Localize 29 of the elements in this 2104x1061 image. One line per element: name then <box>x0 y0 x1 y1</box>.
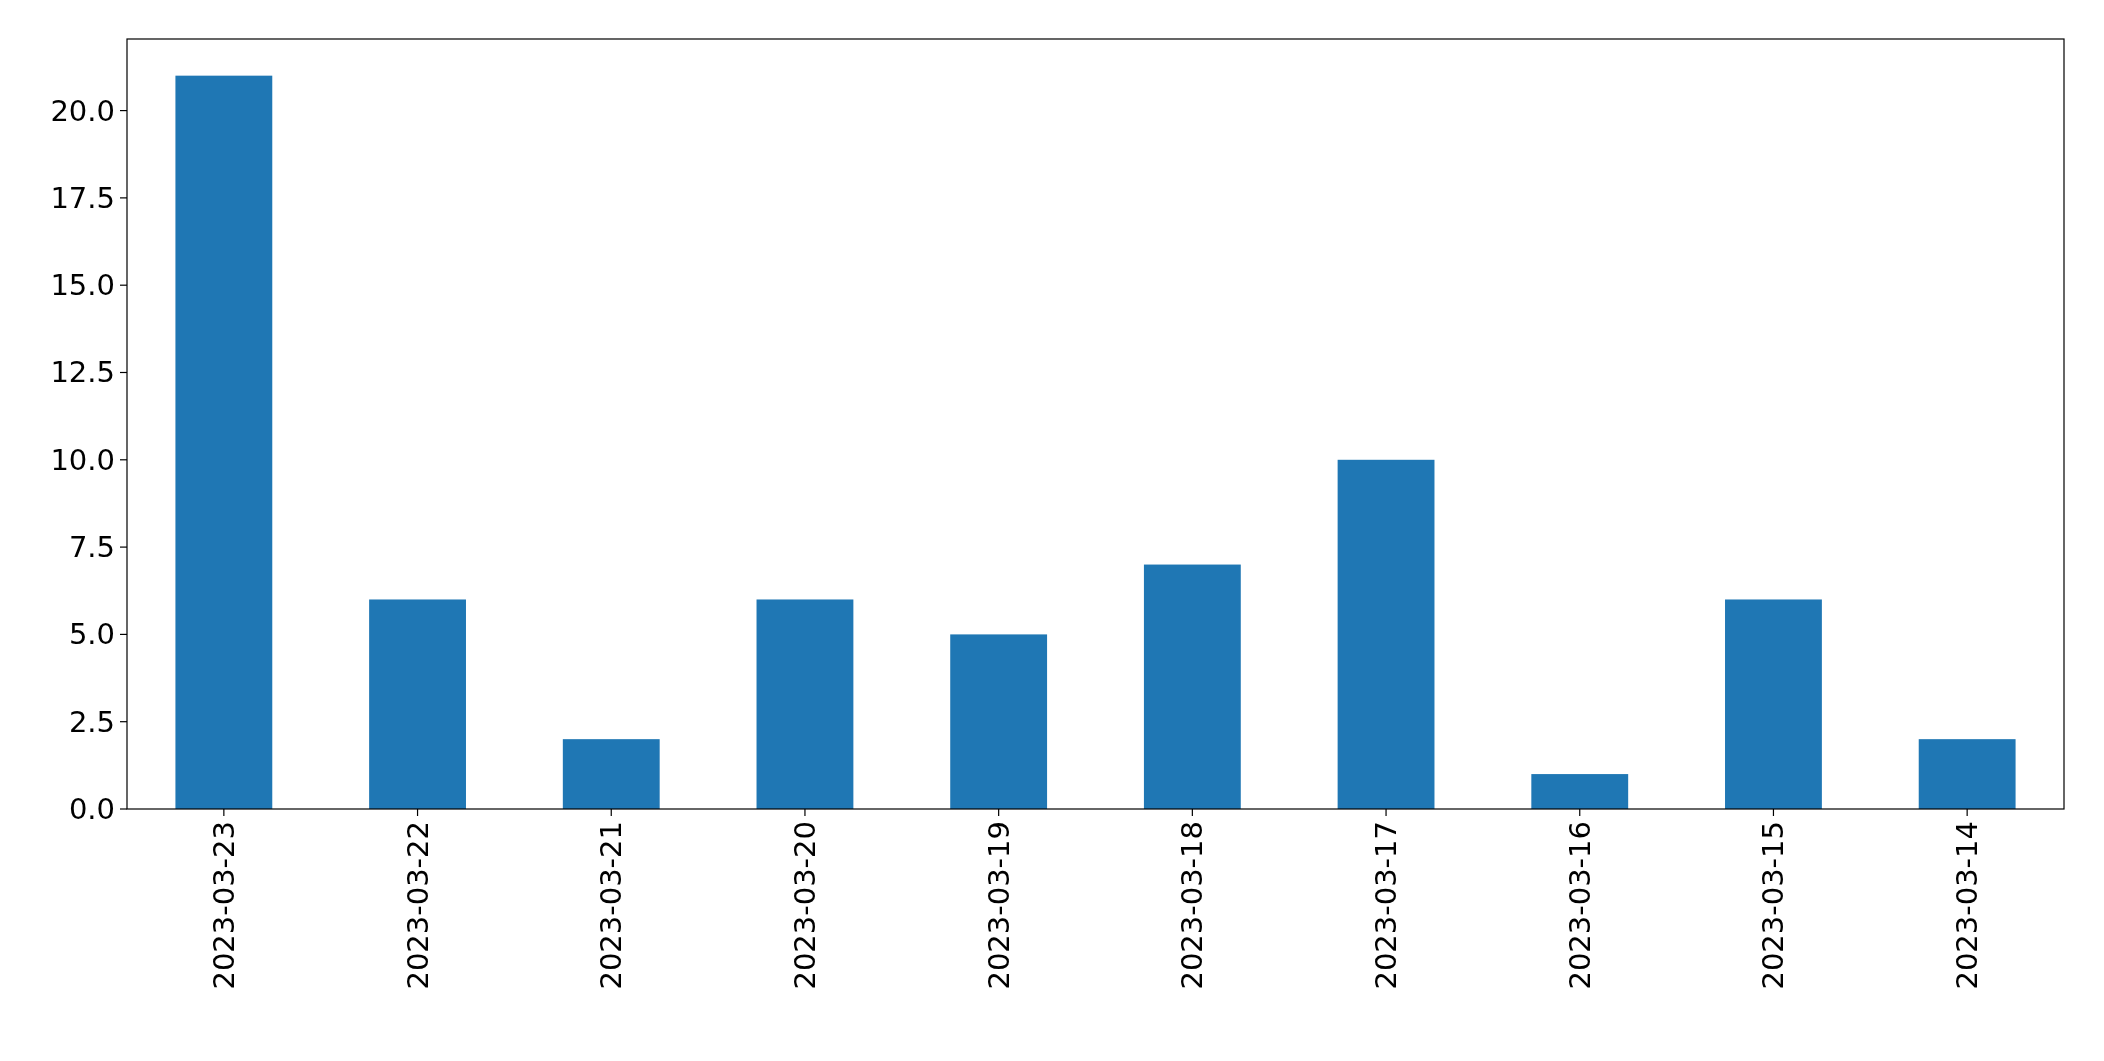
bar <box>756 599 854 809</box>
x-tick-label: 2023-03-16 <box>1562 821 1597 990</box>
x-tick-label: 2023-03-14 <box>1950 821 1985 990</box>
bar <box>369 599 466 809</box>
bar <box>1531 774 1629 809</box>
x-tick-label: 2023-03-20 <box>787 821 822 990</box>
bar <box>1337 459 1435 809</box>
x-tick-label: 2023-03-17 <box>1369 821 1404 990</box>
y-tick-label: 0.0 <box>68 792 115 826</box>
bar <box>950 634 1048 809</box>
x-tick-label: 2023-03-18 <box>1175 821 1210 990</box>
bar <box>175 75 273 809</box>
bar <box>1143 564 1241 809</box>
y-tick-label: 20.0 <box>50 93 115 128</box>
bar <box>1725 599 1822 809</box>
y-tick-label: 5.0 <box>68 617 115 652</box>
x-tick-label: 2023-03-19 <box>981 821 1016 990</box>
x-tick-label: 2023-03-15 <box>1756 821 1791 990</box>
y-tick-label: 7.5 <box>68 530 115 565</box>
bar <box>1918 739 2016 809</box>
x-tick-label: 2023-03-22 <box>400 821 435 990</box>
y-tick-label: 2.5 <box>68 704 115 739</box>
y-tick-label: 17.5 <box>50 180 115 215</box>
x-tick-label: 2023-03-23 <box>206 821 241 990</box>
y-tick-label: 12.5 <box>50 355 115 390</box>
y-tick-label: 10.0 <box>50 442 115 477</box>
bar <box>562 739 660 809</box>
x-tick-label: 2023-03-21 <box>594 821 629 990</box>
y-tick-label: 15.0 <box>50 268 115 303</box>
